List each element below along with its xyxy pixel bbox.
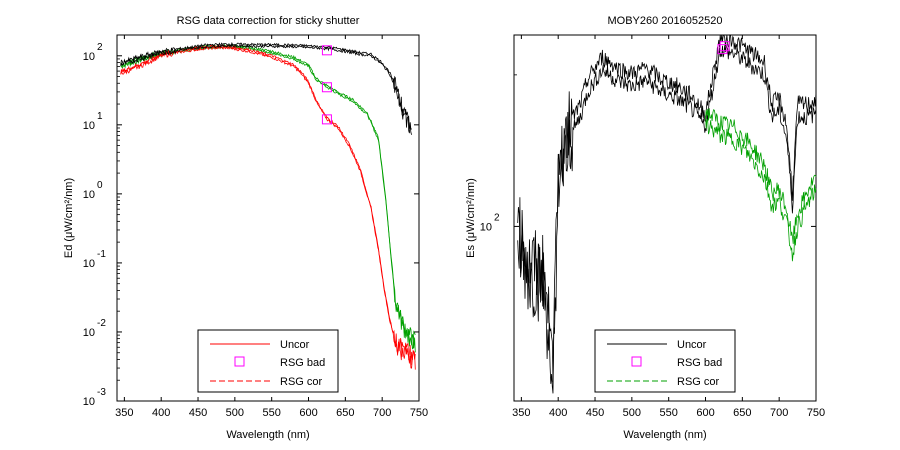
series-line-green-cor-1 [705,108,817,244]
series-line-black-pair-1 [120,41,412,135]
x-tick-label: 650 [336,407,354,419]
series-line-green-cor-0 [705,115,817,262]
y-tick-exponent: -1 [97,249,106,260]
chart-title: RSG data correction for sticky shutter [177,15,360,27]
series-group [120,41,416,370]
legend-marker-rsg-bad [631,356,642,367]
x-tick-label: 400 [152,407,170,419]
y-tick-label: 10 [83,120,95,132]
legend-label-rsg-cor: RSG cor [280,376,323,388]
x-tick-label: 650 [733,407,751,419]
legend-label-rsg-cor: RSG cor [677,376,720,388]
x-tick-label: 500 [623,407,641,419]
rsg-bad-marker [321,82,332,93]
y-tick-label: 10 [480,221,492,233]
series-line-black-pair-0 [120,43,412,134]
rsg-bad-marker [321,114,332,125]
x-tick-label: 350 [115,407,133,419]
x-tick-label: 450 [586,407,604,419]
x-ticks: 350 400 450 500 550 600 650 700 750 [115,35,428,419]
series-group [517,34,817,394]
marker-group [321,45,332,125]
chart-left: RSG data correction for sticky shutter 3… [63,15,428,441]
legend: Uncor RSG bad RSG cor [197,329,339,393]
chart-right: MOBY260 2016052520 350 400 450 500 550 600 650… [465,15,825,441]
y-tick-exponent: 2 [97,42,103,53]
y-axis-label: Ed (μW/cm²/nm) [63,178,75,258]
x-tick-label: 600 [696,407,714,419]
y-tick-label: 10 [83,327,95,339]
x-tick-label: 750 [410,407,428,419]
legend-box [197,329,339,393]
x-tick-label: 400 [549,407,567,419]
rsg-bad-marker [717,44,728,55]
x-tick-label: 550 [660,407,678,419]
legend-label-uncor: Uncor [280,339,310,351]
y-tick-label: 10 [83,51,95,63]
marker-group [717,41,730,55]
y-tick-label: 10 [83,258,95,270]
x-tick-label: 450 [189,407,207,419]
legend-marker-rsg-bad [234,356,245,367]
legend-label-rsg-bad: RSG bad [677,357,722,369]
legend-label-rsg-bad: RSG bad [280,357,325,369]
series-line-uncor-1 [517,34,817,394]
x-tick-label: 500 [226,407,244,419]
rsg-bad-marker [321,45,332,56]
y-tick-label: 10 [83,396,95,408]
x-tick-label: 700 [373,407,391,419]
y-tick-exponent: -2 [97,318,106,329]
legend-box [594,329,736,393]
y-tick-exponent: 0 [97,180,103,191]
x-tick-label: 550 [263,407,281,419]
y-tick-label: 10 [83,189,95,201]
legend-label-uncor: Uncor [677,339,707,351]
y-tick-exponent: 2 [494,212,500,223]
x-tick-label: 600 [299,407,317,419]
x-tick-label: 350 [512,407,530,419]
chart-title: MOBY260 2016052520 [608,15,723,27]
legend: Uncor RSG bad RSG cor [594,329,736,393]
x-axis-label: Wavelength (nm) [623,429,706,441]
y-tick-exponent: -3 [97,387,106,398]
y-ticks: 102 [480,74,816,233]
y-tick-exponent: 1 [97,111,103,122]
x-axis-label: Wavelength (nm) [226,429,309,441]
x-ticks: 350 400 450 500 550 600 650 700 750 [512,35,825,419]
rsg-bad-marker [719,41,730,52]
x-tick-label: 700 [770,407,788,419]
x-tick-label: 750 [807,407,825,419]
y-axis-label: Es (μW/cm²/nm) [465,178,477,258]
